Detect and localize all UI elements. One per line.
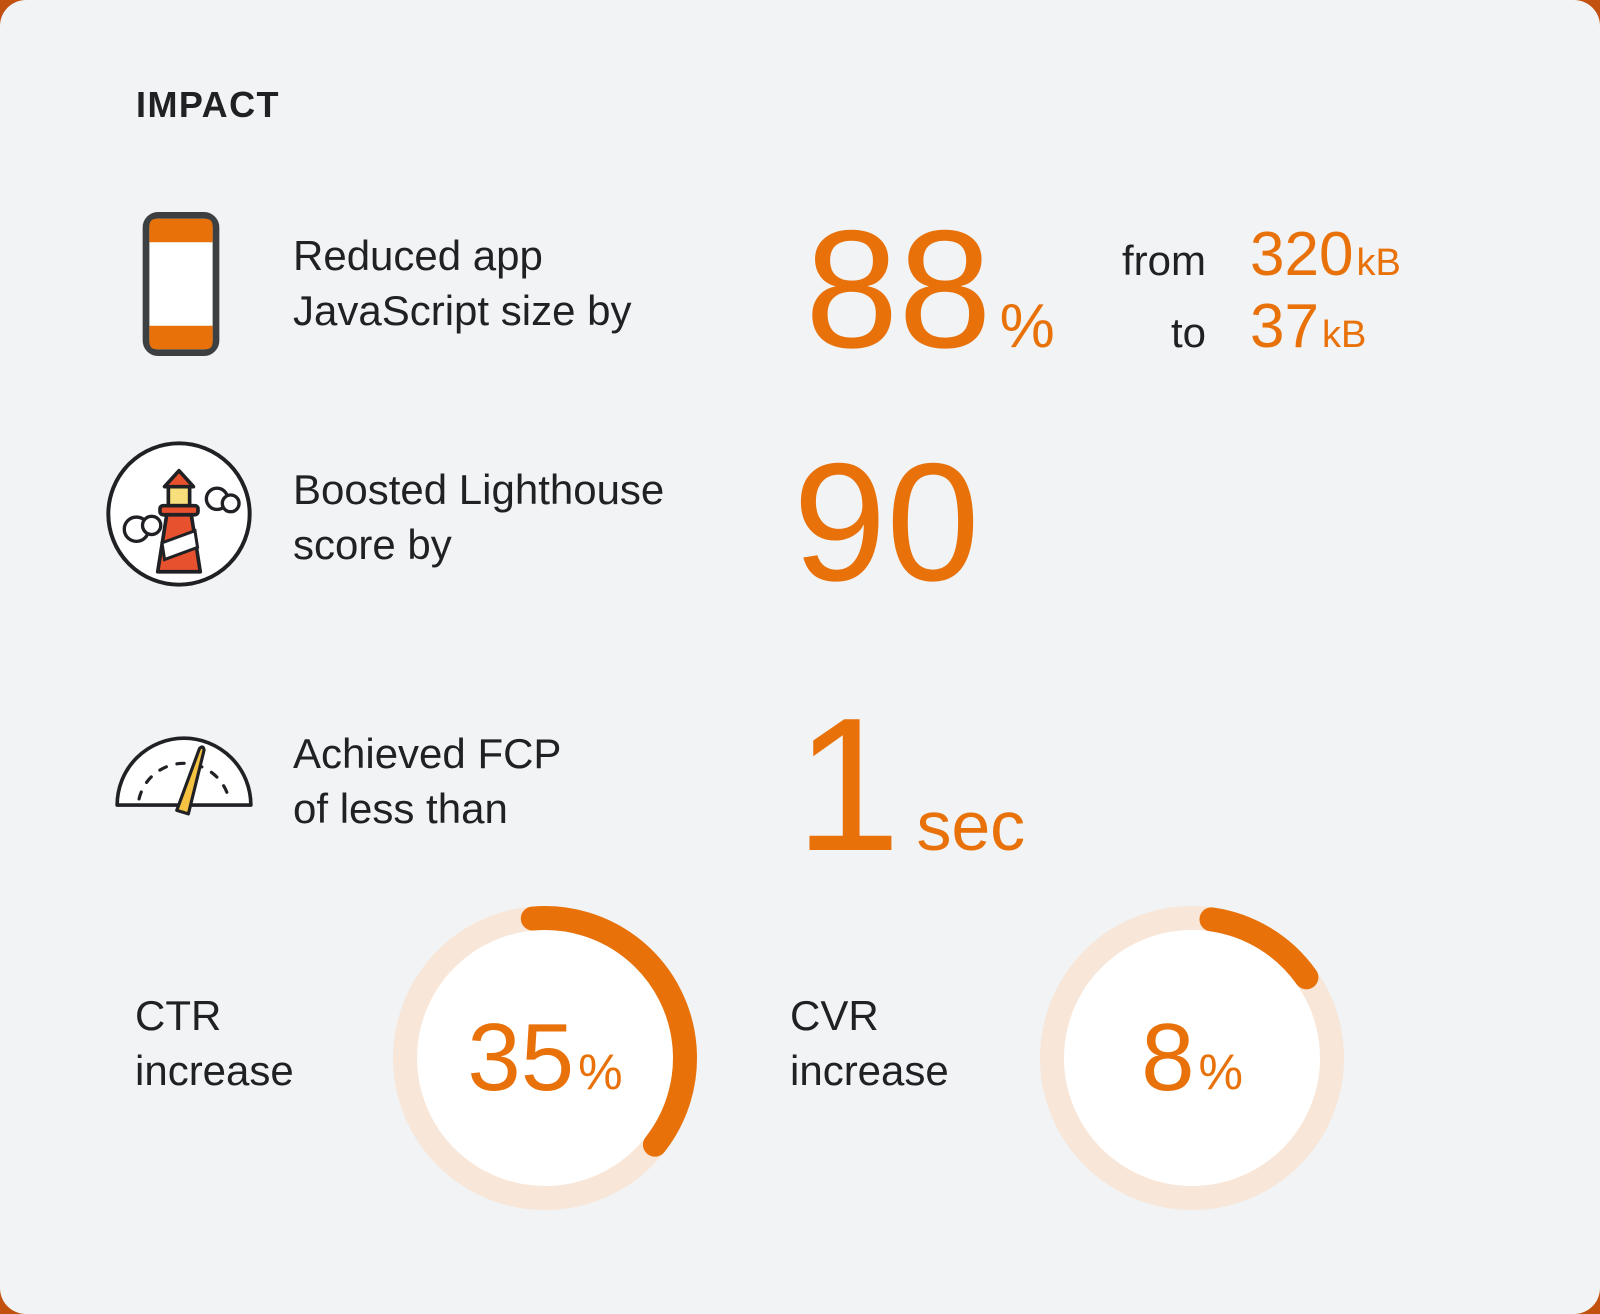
- to-value: 37 kB: [1250, 296, 1401, 358]
- metric-label-line: score by: [293, 521, 452, 569]
- metric-value-lighthouse: 90: [793, 438, 980, 606]
- metric-label-fcp: Achieved FCP of less than: [293, 726, 561, 837]
- from-number: 320: [1250, 220, 1354, 289]
- metric-number: 90: [793, 428, 980, 616]
- metric-label-line: Boosted Lighthouse: [293, 466, 665, 513]
- ring-number: 35: [467, 1004, 575, 1111]
- metric-label-line: Reduced app: [293, 232, 543, 279]
- page-title: IMPACT: [136, 84, 280, 125]
- ring-number: 8: [1141, 1004, 1195, 1111]
- ring-unit: %: [578, 1044, 623, 1100]
- cvr-progress-ring: 8 %: [1032, 898, 1352, 1218]
- metric-label-line: of less than: [293, 785, 508, 833]
- gauge-icon: [105, 716, 263, 826]
- cvr-ring-value: 8 %: [1032, 898, 1352, 1218]
- metric-unit: sec: [916, 787, 1026, 865]
- metric-number: 88: [805, 195, 992, 383]
- ctr-increase-label: CTR increase: [135, 988, 294, 1099]
- to-number: 37: [1250, 292, 1319, 361]
- lighthouse-icon: [103, 438, 255, 590]
- metric-unit: %: [999, 292, 1055, 361]
- ring-unit: %: [1198, 1044, 1243, 1100]
- ring-label-line: increase: [790, 1047, 949, 1095]
- ring-label-line: CTR: [135, 992, 222, 1039]
- ring-label-line: increase: [135, 1047, 294, 1095]
- to-unit: kB: [1321, 314, 1367, 356]
- metric-number: 1: [795, 679, 901, 891]
- from-unit: kB: [1356, 242, 1401, 284]
- to-label: to: [1170, 309, 1206, 356]
- phone-icon: [140, 210, 222, 358]
- metric-label-line: Achieved FCP: [293, 730, 562, 777]
- metric-value-fcp: 1 sec: [795, 690, 1025, 880]
- from-value: 320 kB: [1250, 224, 1401, 286]
- ctr-progress-ring: 35 %: [385, 898, 705, 1218]
- metric-label-line: JavaScript size by: [293, 287, 632, 335]
- from-label: from: [1122, 237, 1206, 284]
- metric-label-lighthouse: Boosted Lighthouse score by: [293, 462, 664, 573]
- metric-value-js-size: 88 %: [805, 205, 1055, 373]
- ctr-ring-value: 35 %: [385, 898, 705, 1218]
- metric-label-js-size: Reduced app JavaScript size by: [293, 228, 631, 339]
- cvr-increase-label: CVR increase: [790, 988, 949, 1099]
- from-to-detail: from 320 kB to 37 kB: [1122, 224, 1401, 358]
- ring-label-line: CVR: [790, 992, 879, 1039]
